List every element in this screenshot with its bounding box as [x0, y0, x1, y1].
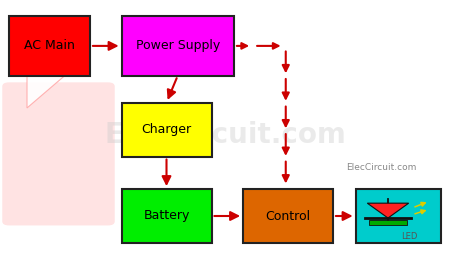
Polygon shape [27, 27, 90, 108]
Text: AC Main: AC Main [24, 39, 75, 52]
Bar [369, 220, 407, 225]
FancyBboxPatch shape [122, 103, 212, 157]
Polygon shape [367, 203, 409, 218]
FancyBboxPatch shape [122, 189, 212, 243]
Text: Power Supply: Power Supply [135, 39, 220, 52]
FancyBboxPatch shape [122, 16, 234, 76]
Text: Control: Control [266, 210, 310, 222]
Text: Charger: Charger [141, 123, 192, 136]
Text: ElecCircuit.com: ElecCircuit.com [346, 163, 417, 172]
Text: Battery: Battery [143, 210, 190, 222]
FancyBboxPatch shape [356, 189, 441, 243]
FancyBboxPatch shape [243, 189, 333, 243]
FancyBboxPatch shape [2, 82, 115, 225]
FancyBboxPatch shape [9, 16, 90, 76]
Text: ElecCircuit.com: ElecCircuit.com [104, 121, 346, 149]
Text: LED: LED [401, 232, 418, 241]
